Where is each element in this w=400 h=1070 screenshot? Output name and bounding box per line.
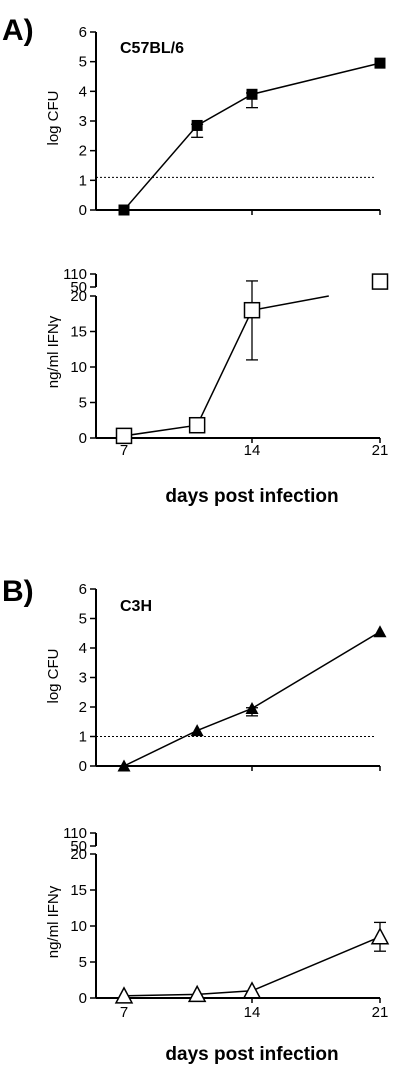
cfu-series-line (123, 62, 381, 211)
x-tick-label: 21 (372, 1004, 389, 1021)
cfu-ticks-b: 0 1 2 3 4 5 6 (79, 581, 381, 775)
ifn-y-tick-label: 10 (70, 359, 87, 376)
cfu-point (191, 119, 203, 131)
cfu-ylabel-a: log CFU (45, 90, 62, 145)
ifn-y-tick-label-upper: 50 (70, 838, 87, 855)
strain-label-a: C57BL/6 (120, 40, 184, 57)
ifn-y-tick-label-upper: 110 (63, 266, 87, 283)
cfu-y-tick-label: 4 (79, 640, 87, 657)
xaxis-title-a: days post infection (165, 486, 338, 507)
x-tick-label: 7 (120, 442, 128, 459)
ifn-point (115, 427, 133, 445)
ifn-ylabel-b: ng/ml IFNγ (45, 885, 62, 958)
cfu-series-line (123, 631, 381, 767)
panel-letter-b: B) (2, 575, 34, 608)
ifn-y-tick-label: 0 (79, 430, 87, 447)
ifn-axes-b (95, 833, 380, 999)
cfu-point (373, 625, 387, 638)
ifn-y-tick-label: 20 (70, 288, 87, 305)
cfu-axes-a (95, 32, 380, 211)
ifn-marks-a (115, 273, 389, 445)
cfu-chart-a: C57BL/6 log CFU 0 1 2 3 4 5 6 (45, 24, 386, 219)
x-tick-label: 7 (120, 1004, 128, 1021)
cfu-point (117, 759, 131, 772)
ifn-y-tick-label: 15 (70, 882, 87, 899)
x-tick-label: 14 (244, 442, 261, 459)
strain-label-b: C3H (120, 598, 152, 615)
cfu-y-tick-label: 2 (79, 699, 87, 716)
ifn-ylabel-a: ng/ml IFNγ (45, 315, 62, 388)
ifn-point (370, 927, 390, 945)
ifn-axes-a (95, 274, 380, 439)
cfu-y-tick-label: 1 (79, 172, 87, 189)
ifn-y-tick-label: 10 (70, 918, 87, 935)
ifn-series-line (123, 936, 381, 997)
x-tick-label: 14 (244, 1004, 261, 1021)
cfu-chart-b: C3H log CFU 0 1 2 3 4 5 6 (45, 581, 387, 775)
cfu-y-tick-label: 0 (79, 758, 87, 775)
cfu-ticks-a: 0 1 2 3 4 5 6 (79, 24, 381, 219)
ifn-point (371, 273, 389, 290)
cfu-y-tick-label: 4 (79, 83, 87, 100)
panel-b: B) C3H log CFU 0 1 2 3 4 5 6 ng/ml IFNγ 0 5 10 15… (2, 575, 390, 1065)
cfu-y-tick-label: 0 (79, 202, 87, 219)
ifn-point (114, 986, 134, 1004)
panel-a: A) C57BL/6 log CFU 0 1 2 3 4 5 6 ng/ml IFNγ 0 5… (2, 14, 388, 507)
cfu-y-tick-label: 2 (79, 143, 87, 160)
ifn-y-tick-label: 5 (79, 954, 87, 971)
ifn-y-tick-label: 0 (79, 990, 87, 1007)
cfu-y-tick-label: 5 (79, 54, 87, 71)
cfu-point (118, 204, 130, 216)
cfu-marks-b (96, 625, 387, 772)
ifn-point (187, 984, 207, 1003)
cfu-marks-a (96, 57, 386, 216)
cfu-ylabel-b: log CFU (45, 648, 62, 703)
ifn-y-tick-label: 20 (70, 846, 87, 863)
ifn-y-tick-label: 5 (79, 395, 87, 412)
ifn-y-tick-label-upper: 50 (70, 279, 87, 296)
cfu-y-tick-label: 6 (79, 581, 87, 598)
cfu-y-tick-label: 3 (79, 113, 87, 130)
ifn-point (243, 301, 261, 319)
cfu-point (245, 701, 259, 714)
cfu-point (246, 88, 258, 100)
cfu-point (374, 57, 386, 69)
cfu-axes-b (95, 589, 380, 767)
cfu-y-tick-label: 1 (79, 729, 87, 746)
ifn-series-line-continuation (251, 295, 329, 311)
ifn-y-tick-label-upper: 110 (63, 825, 87, 842)
panel-letter-a: A) (2, 14, 34, 47)
cfu-point (190, 724, 204, 737)
cfu-y-tick-label: 6 (79, 24, 87, 41)
xaxis-title-b: days post infection (165, 1044, 338, 1065)
ifn-point (188, 416, 206, 434)
ifn-point (242, 981, 262, 999)
ifn-marks-b (114, 921, 390, 1004)
cfu-y-tick-label: 5 (79, 611, 87, 628)
cfu-y-tick-label: 3 (79, 670, 87, 687)
ifn-series-line (123, 309, 253, 437)
x-tick-label: 21 (372, 442, 389, 459)
ifn-y-tick-label: 15 (70, 324, 87, 341)
